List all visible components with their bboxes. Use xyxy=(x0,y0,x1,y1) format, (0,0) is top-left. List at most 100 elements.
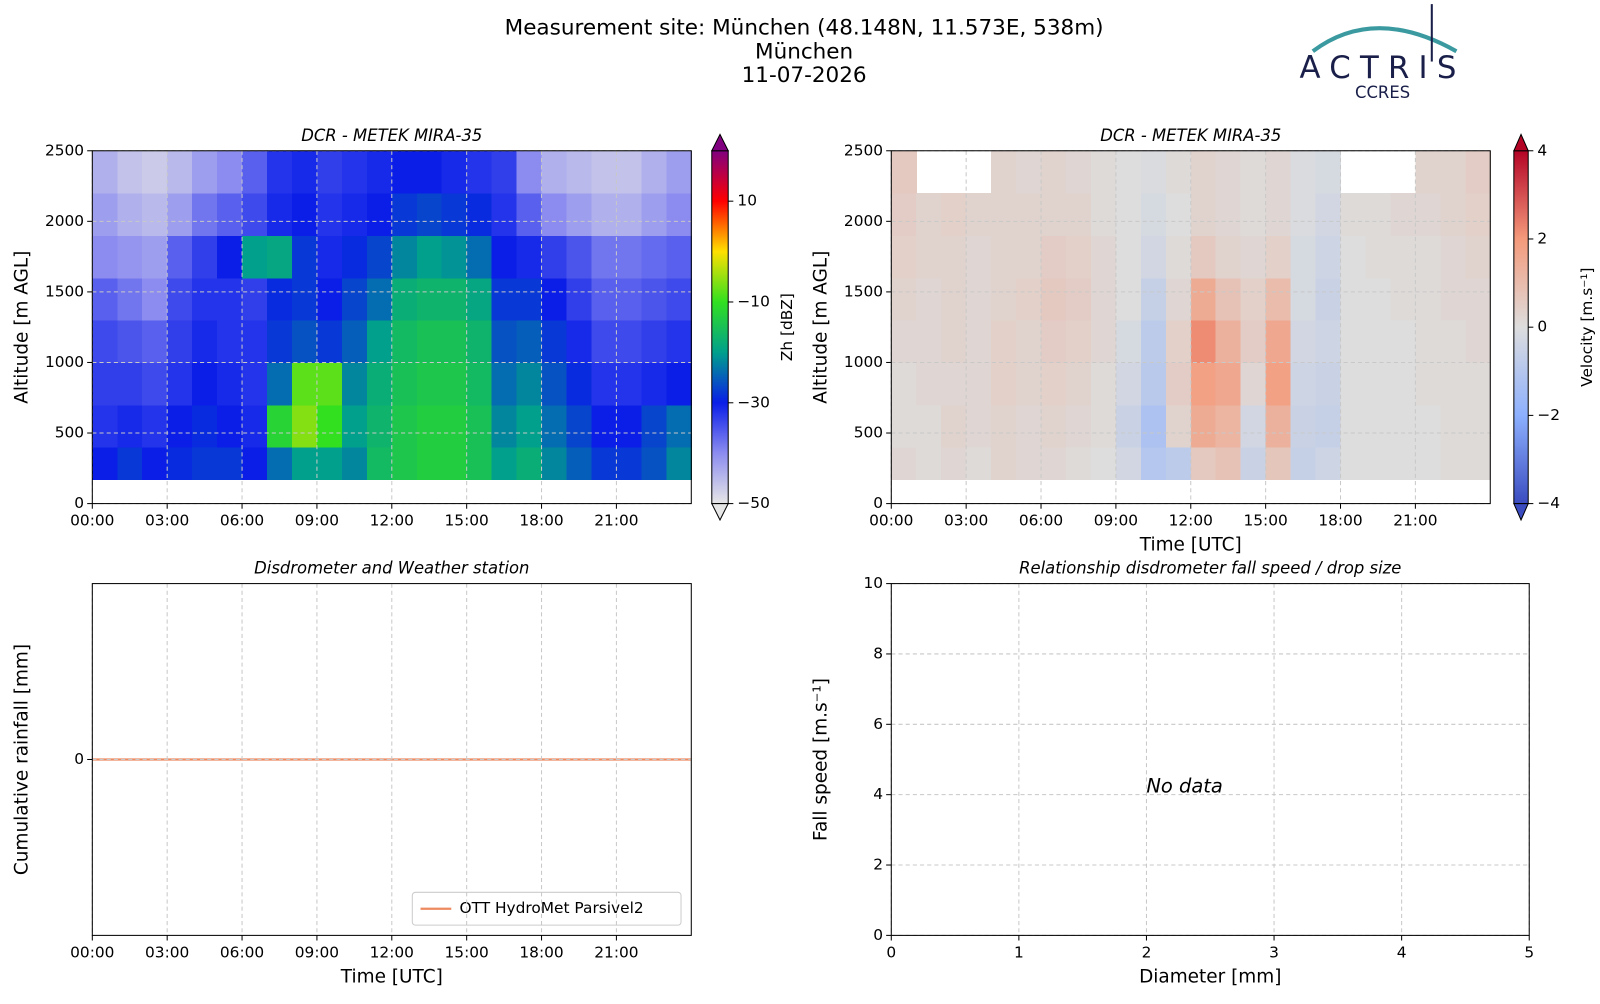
heatmap-cell xyxy=(966,404,992,448)
heatmap-cell xyxy=(1265,150,1292,194)
heatmap-cell xyxy=(591,277,617,321)
heatmap-cell xyxy=(117,320,143,363)
heatmap-cell xyxy=(117,277,143,321)
heatmap-cell xyxy=(1090,193,1117,236)
axes-title: Disdrometer and Weather station xyxy=(254,559,529,578)
colorbar-tick-label: −4 xyxy=(1537,494,1560,512)
heatmap-cell xyxy=(516,150,543,194)
legend-box xyxy=(411,891,682,926)
plot-area xyxy=(891,583,1530,936)
heatmap-cell xyxy=(441,193,468,236)
heatmap-cell xyxy=(242,235,268,279)
heatmap-cell xyxy=(891,193,917,236)
heatmap-cell xyxy=(891,362,917,406)
heatmap-cell xyxy=(1115,362,1142,406)
heatmap-cell xyxy=(916,447,942,481)
heatmap-cell xyxy=(1340,404,1366,448)
heatmap-cell xyxy=(591,404,617,448)
heatmap-cell xyxy=(1365,320,1391,363)
heatmap-cell xyxy=(1315,320,1342,363)
heatmap-cell xyxy=(591,447,617,481)
heatmap-cell xyxy=(1215,193,1242,236)
colorbar-extend xyxy=(710,133,730,152)
y-tick-label: 0 xyxy=(74,494,84,512)
heatmap-cell xyxy=(1041,193,1067,236)
heatmap-cell xyxy=(1016,193,1042,236)
heatmap-cell xyxy=(217,404,243,448)
heatmap-cell xyxy=(92,320,118,363)
x-tick-label: 18:00 xyxy=(519,943,563,961)
heatmap-cell xyxy=(391,235,418,279)
heatmap-cell xyxy=(591,362,617,406)
heatmap-cell xyxy=(316,404,343,448)
heatmap-cell xyxy=(641,320,667,363)
y-axis-label: Fall speed [m.s⁻¹] xyxy=(811,678,832,841)
logo: ACTRIS CCRES xyxy=(1300,4,1458,102)
heatmap-cell xyxy=(1016,320,1042,363)
heatmap-cell xyxy=(1365,235,1391,279)
x-tick-label: 12:00 xyxy=(1169,512,1213,530)
heatmap-cell xyxy=(242,193,268,236)
heatmap-cell xyxy=(466,277,493,321)
heatmap-cell xyxy=(891,320,917,363)
heatmap-cell xyxy=(267,150,293,194)
heatmap-cell xyxy=(316,193,343,236)
heatmap-cell xyxy=(1041,235,1067,279)
heatmap-cell xyxy=(1215,150,1242,194)
heatmap-cell xyxy=(1240,150,1267,194)
heatmap-cell xyxy=(1390,193,1416,236)
heatmap-cell xyxy=(1165,235,1192,279)
x-tick-label: 12:00 xyxy=(370,512,414,530)
heatmap-cell xyxy=(641,447,667,481)
heatmap-cell xyxy=(1240,447,1267,481)
x-tick-label: 21:00 xyxy=(594,943,638,961)
heatmap-cell xyxy=(192,404,218,448)
heatmap-cell xyxy=(341,320,368,363)
heatmap-cell xyxy=(92,277,118,321)
heatmap-cell xyxy=(541,404,568,448)
heatmap-cell xyxy=(1265,235,1292,279)
heatmap-cell xyxy=(566,320,592,363)
heatmap-cell xyxy=(1065,447,1092,481)
heatmap-cell xyxy=(92,193,118,236)
heatmap-cell xyxy=(1390,320,1416,363)
heatmap-cell xyxy=(341,277,368,321)
heatmap-cell xyxy=(616,362,642,406)
heatmap-cell xyxy=(491,193,518,236)
heatmap-cell xyxy=(1215,277,1242,321)
heatmap-cell xyxy=(941,362,967,406)
heatmap-cell xyxy=(1340,362,1366,406)
heatmap-cell xyxy=(1140,447,1167,481)
heatmap-cell xyxy=(1465,362,1491,406)
heatmap-cell xyxy=(491,277,518,321)
heatmap-cell xyxy=(1090,235,1117,279)
legend-label: OTT HydroMet Parsivel2 xyxy=(459,899,643,917)
heatmap-cell xyxy=(641,235,667,279)
heatmap-cell xyxy=(616,447,642,481)
heatmap-cell xyxy=(566,362,592,406)
heatmap-cell xyxy=(167,447,193,481)
x-tick-label: 00:00 xyxy=(869,512,913,530)
heatmap-cell xyxy=(1265,362,1292,406)
heatmap-cell xyxy=(1415,193,1441,236)
heatmap-cell xyxy=(1065,404,1092,448)
heatmap-cell xyxy=(1065,150,1092,194)
heatmap-cell xyxy=(1090,447,1117,481)
heatmap-cell xyxy=(466,193,493,236)
y-tick-label: 0 xyxy=(74,750,84,768)
heatmap-cell xyxy=(1440,447,1466,481)
x-tick-label: 5 xyxy=(1524,943,1534,961)
heatmap-cell xyxy=(1265,277,1292,321)
heatmap-cell xyxy=(217,277,243,321)
heatmap-cell xyxy=(1090,150,1117,194)
heatmap-cell xyxy=(316,235,343,279)
heatmap-cell xyxy=(616,320,642,363)
heatmap-cell xyxy=(416,320,443,363)
heatmap-cell xyxy=(1115,235,1142,279)
x-tick-label: 15:00 xyxy=(445,943,489,961)
heatmap-cell xyxy=(291,404,318,448)
heatmap-cell xyxy=(391,320,418,363)
heatmap-cell xyxy=(966,447,992,481)
heatmap-cell xyxy=(991,320,1017,363)
heatmap-cell xyxy=(217,150,243,194)
